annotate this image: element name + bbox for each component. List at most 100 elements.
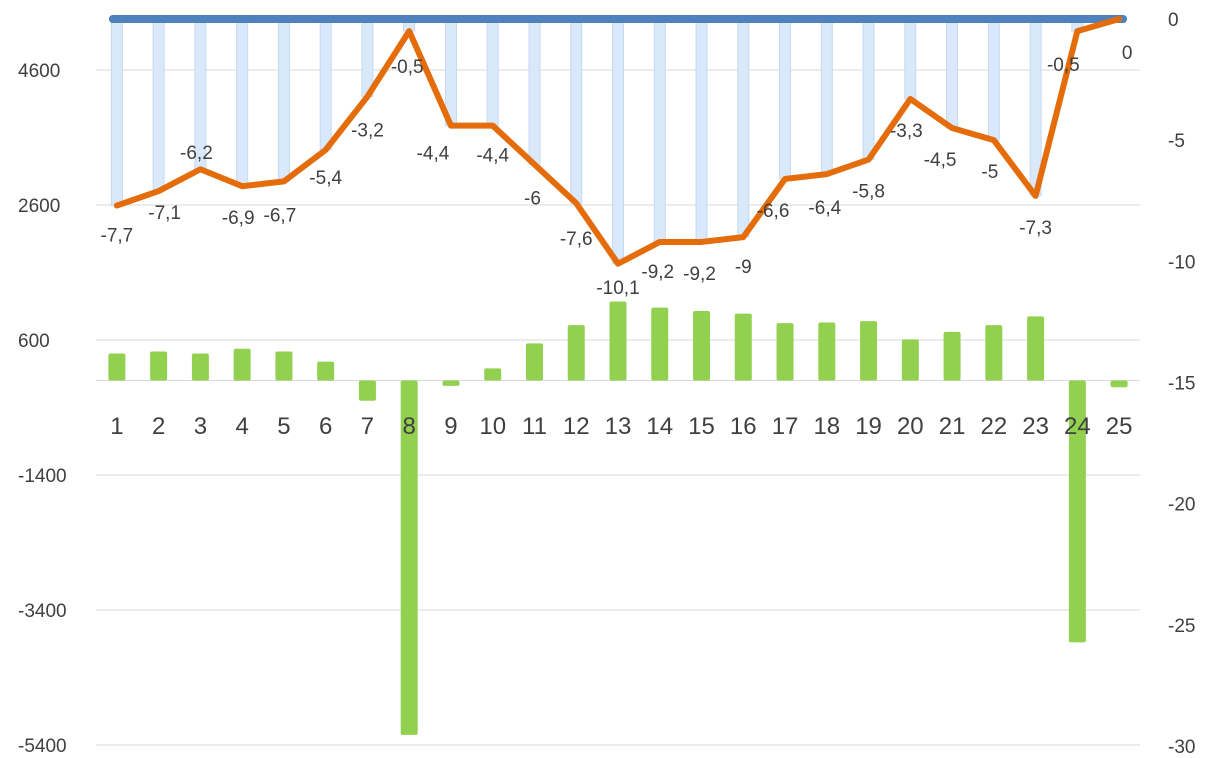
- line-data-label: -4,5: [924, 150, 957, 171]
- x-tick-label: 9: [444, 413, 457, 440]
- bar: [275, 351, 293, 381]
- x-axis: 1 2 3 4 5 6 7 8 9 10 11 12 13 14 15 16 17 18 19 20 21 22 23 24 2…: [110, 413, 1132, 440]
- x-tick-label: 19: [855, 413, 882, 440]
- bar: [525, 343, 543, 381]
- bar: [108, 353, 126, 381]
- line-data-label: -6: [524, 188, 541, 209]
- x-tick-label: 4: [235, 413, 248, 440]
- line-data-label: -4,4: [476, 146, 509, 167]
- area-column: [110, 18, 123, 207]
- x-tick-label: 5: [277, 413, 290, 440]
- line-data-label: -9,2: [683, 264, 716, 285]
- x-tick-label: 13: [605, 413, 632, 440]
- bar: [734, 313, 752, 381]
- left-tick-label: -1400: [18, 466, 67, 487]
- bar: [484, 368, 502, 381]
- area-top-band: [108, 15, 1128, 23]
- bar: [567, 325, 585, 381]
- line-data-label: -4,4: [417, 144, 450, 165]
- line-data-label: -0,5: [1047, 55, 1080, 76]
- line-data-label: 0: [1122, 43, 1133, 64]
- bar: [860, 321, 878, 381]
- line-data-label: -9,2: [641, 262, 674, 283]
- bar: [1110, 380, 1128, 388]
- left-tick-label: 600: [18, 331, 50, 352]
- area-column: [904, 18, 917, 100]
- area-column: [570, 18, 583, 204]
- line-data-label: -5,4: [309, 168, 342, 189]
- left-axis: 4600 2600 600 -1400 -3400 -5400: [18, 61, 67, 757]
- x-tick-label: 7: [361, 413, 374, 440]
- right-tick-label: -20: [1168, 495, 1195, 516]
- x-tick-label: 21: [939, 413, 966, 440]
- x-tick-label: 16: [730, 413, 757, 440]
- bar: [776, 323, 794, 381]
- line-data-label: -7,7: [101, 226, 134, 247]
- area-column: [737, 18, 750, 238]
- x-tick-label: 10: [479, 413, 506, 440]
- x-tick-label: 6: [319, 413, 332, 440]
- bar: [651, 307, 669, 381]
- x-tick-label: 11: [522, 413, 547, 440]
- x-tick-label: 23: [1022, 413, 1049, 440]
- area-column: [695, 18, 708, 243]
- bar: [191, 353, 209, 381]
- x-tick-label: 25: [1106, 413, 1133, 440]
- area-column: [486, 18, 499, 127]
- bar: [400, 380, 418, 735]
- line-data-label: -7,6: [560, 229, 593, 250]
- area-column: [528, 18, 541, 165]
- area-column: [612, 18, 624, 265]
- bar: [233, 348, 251, 381]
- line-data-label: -0,5: [391, 57, 424, 78]
- bar: [901, 339, 919, 381]
- right-tick-label: -30: [1168, 737, 1195, 758]
- area-column: [361, 18, 374, 98]
- line-data-label: -7,3: [1019, 218, 1052, 239]
- line-path: [113, 16, 1123, 267]
- x-tick-label: 1: [110, 413, 123, 440]
- area-column: [152, 18, 165, 192]
- bar: [943, 331, 961, 381]
- line-data-label: -6,7: [264, 205, 297, 226]
- x-tick-label: 15: [688, 413, 715, 440]
- area-column: [653, 18, 666, 243]
- area-column: [779, 18, 792, 180]
- right-axis: 0 -5 -10 -15 -20 -25 -30: [1168, 10, 1195, 758]
- bar: [442, 380, 460, 386]
- line-data-label: -5: [981, 162, 998, 183]
- line-data-label: -6,2: [180, 143, 213, 164]
- area-column: [236, 18, 249, 187]
- left-tick-label: 2600: [18, 196, 60, 217]
- x-tick-label: 2: [152, 413, 165, 440]
- line-data-label: -3,2: [351, 121, 384, 142]
- bar: [1068, 380, 1086, 643]
- line-data-label: -5,8: [852, 182, 885, 203]
- area-column: [820, 18, 833, 175]
- area-column: [946, 18, 959, 129]
- data-labels: -7,7 -7,1 -6,2 -6,9 -6,7 -5,4 -3,2 -0,5 -4,4 -4,4…: [101, 43, 1133, 299]
- x-tick-label: 8: [403, 413, 416, 440]
- line-data-label: -6,6: [757, 201, 790, 222]
- line-data-label: -10,1: [596, 278, 639, 299]
- bar: [818, 322, 836, 381]
- x-tick-label: 12: [563, 413, 590, 440]
- x-tick-label: 3: [194, 413, 207, 440]
- area-column: [862, 18, 875, 161]
- area-column: [319, 18, 332, 151]
- x-tick-label: 22: [980, 413, 1007, 440]
- line-series: [113, 16, 1123, 267]
- bar: [1027, 316, 1045, 381]
- line-data-label: -7,1: [148, 203, 181, 224]
- line-data-label: -9: [735, 257, 752, 278]
- x-tick-label: 17: [772, 413, 799, 440]
- right-tick-label: -5: [1168, 131, 1185, 152]
- right-tick-label: -10: [1168, 252, 1195, 273]
- right-tick-label: 0: [1168, 10, 1179, 31]
- right-tick-label: -15: [1168, 374, 1195, 395]
- line-data-label: -3,3: [890, 121, 923, 142]
- line-data-label: -6,4: [808, 198, 841, 219]
- left-tick-label: -5400: [18, 736, 67, 757]
- left-tick-label: -3400: [18, 601, 67, 622]
